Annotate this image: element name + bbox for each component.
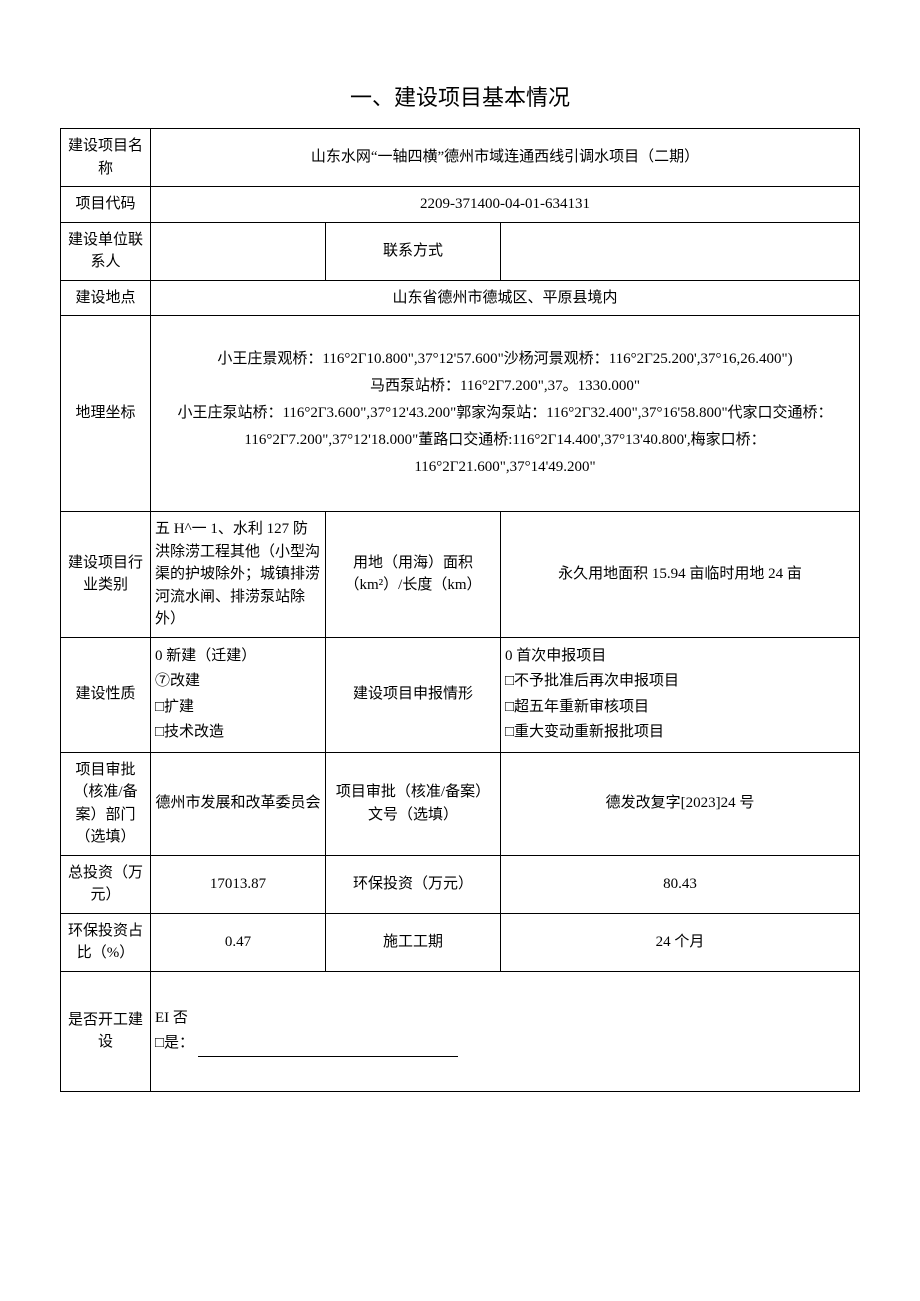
option-line: □重大变动重新报批项目 — [505, 720, 855, 746]
value-total-investment: 17013.87 — [151, 855, 326, 913]
label-construction-period: 施工工期 — [326, 913, 501, 971]
value-application-type: 0 首次申报项目 □不予批准后再次申报项目 □超五年重新审核项目 □重大变动重新… — [501, 637, 860, 752]
label-application-type: 建设项目申报情形 — [326, 637, 501, 752]
value-land-area: 永久用地面积 15.94 亩临时用地 24 亩 — [501, 512, 860, 638]
label-coordinates: 地理坐标 — [61, 316, 151, 512]
project-info-table: 建设项目名称 山东水网“一轴四横”德州市域连通西线引调水项目（二期） 项目代码 … — [60, 128, 860, 1092]
coord-line: 小王庄泵站桥：116°2Γ3.600",37°12'43.200"郭家沟泵站：1… — [157, 400, 853, 481]
label-construction-nature: 建设性质 — [61, 637, 151, 752]
label-project-name: 建设项目名称 — [61, 129, 151, 187]
option-line: 0 首次申报项目 — [505, 644, 855, 670]
coord-line: 马西泵站桥：116°2Γ7.200",37。1330.000" — [157, 373, 853, 400]
option-line: EI 否 — [155, 1006, 855, 1032]
page-title: 一、建设项目基本情况 — [60, 80, 860, 112]
table-row: 建设地点 山东省德州市德城区、平原县境内 — [61, 280, 860, 316]
table-row: 建设性质 0 新建（迁建） ⑦改建 □扩建 □技术改造 建设项目申报情形 0 首… — [61, 637, 860, 752]
value-approval-dept: 德州市发展和改革委员会 — [151, 752, 326, 855]
label-env-investment: 环保投资（万元） — [326, 855, 501, 913]
coord-line: 小王庄景观桥：116°2Γ10.800",37°12'57.600"沙杨河景观桥… — [157, 346, 853, 373]
label-contact-method: 联系方式 — [326, 222, 501, 280]
table-row: 是否开工建设 EI 否 □是： — [61, 971, 860, 1091]
label-approval-doc: 项目审批（核准/备案）文号（选填） — [326, 752, 501, 855]
value-project-name: 山东水网“一轴四横”德州市域连通西线引调水项目（二期） — [151, 129, 860, 187]
label-approval-dept: 项目审批（核准/备案）部门（选填） — [61, 752, 151, 855]
table-row: 建设项目行业类别 五 H^一 1、水利 127 防洪除涝工程其他（小型沟渠的护坡… — [61, 512, 860, 638]
value-contact-person — [151, 222, 326, 280]
table-row: 总投资（万元） 17013.87 环保投资（万元） 80.43 — [61, 855, 860, 913]
table-row: 建设单位联系人 联系方式 — [61, 222, 860, 280]
option-line: 0 新建（迁建） — [155, 644, 321, 670]
table-row: 建设项目名称 山东水网“一轴四横”德州市域连通西线引调水项目（二期） — [61, 129, 860, 187]
table-row: 地理坐标 小王庄景观桥：116°2Γ10.800",37°12'57.600"沙… — [61, 316, 860, 512]
value-env-ratio: 0.47 — [151, 913, 326, 971]
value-construction-period: 24 个月 — [501, 913, 860, 971]
option-line: □超五年重新审核项目 — [505, 695, 855, 721]
label-project-code: 项目代码 — [61, 187, 151, 223]
value-env-investment: 80.43 — [501, 855, 860, 913]
label-env-ratio: 环保投资占比（%） — [61, 913, 151, 971]
label-started: 是否开工建设 — [61, 971, 151, 1091]
option-line: □是： — [155, 1031, 855, 1057]
label-total-investment: 总投资（万元） — [61, 855, 151, 913]
option-text: □是： — [155, 1035, 194, 1051]
table-row: 项目审批（核准/备案）部门（选填） 德州市发展和改革委员会 项目审批（核准/备案… — [61, 752, 860, 855]
value-industry: 五 H^一 1、水利 127 防洪除涝工程其他（小型沟渠的护坡除外；城镇排涝河流… — [151, 512, 326, 638]
value-construction-nature: 0 新建（迁建） ⑦改建 □扩建 □技术改造 — [151, 637, 326, 752]
table-row: 环保投资占比（%） 0.47 施工工期 24 个月 — [61, 913, 860, 971]
value-location: 山东省德州市德城区、平原县境内 — [151, 280, 860, 316]
table-row: 项目代码 2209-371400-04-01-634131 — [61, 187, 860, 223]
label-industry: 建设项目行业类别 — [61, 512, 151, 638]
label-land-area: 用地（用海）面积（km²）/长度（km） — [326, 512, 501, 638]
fill-in-line — [198, 1042, 458, 1057]
option-line: □扩建 — [155, 695, 321, 721]
value-coordinates: 小王庄景观桥：116°2Γ10.800",37°12'57.600"沙杨河景观桥… — [151, 316, 860, 512]
label-contact-person: 建设单位联系人 — [61, 222, 151, 280]
option-line: □技术改造 — [155, 720, 321, 746]
option-line: □不予批准后再次申报项目 — [505, 669, 855, 695]
label-location: 建设地点 — [61, 280, 151, 316]
option-line: ⑦改建 — [155, 669, 321, 695]
value-started: EI 否 □是： — [151, 971, 860, 1091]
value-project-code: 2209-371400-04-01-634131 — [151, 187, 860, 223]
value-approval-doc: 德发改复字[2023]24 号 — [501, 752, 860, 855]
value-contact-method — [501, 222, 860, 280]
